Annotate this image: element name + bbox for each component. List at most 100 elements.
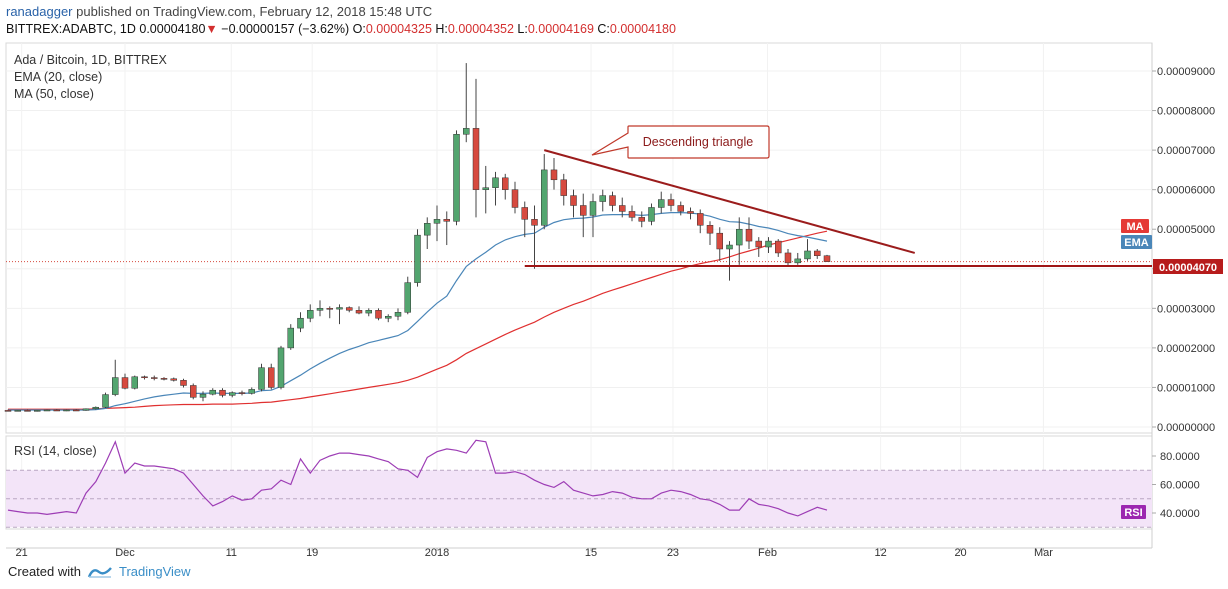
candle — [667, 193, 675, 212]
rsi-badge: RSI — [1124, 507, 1142, 519]
rsi-tick-label: 60.0000 — [1160, 480, 1200, 492]
candle — [82, 408, 90, 411]
price-tick-label: 0.00003000 — [1157, 303, 1215, 315]
price-chart[interactable]: 0.00009000 0.00008000 0.00007000 0.00006000… — [0, 0, 1228, 560]
candle — [511, 181, 519, 214]
time-tick-label: 15 — [585, 547, 597, 559]
annotation-callout — [591, 125, 770, 159]
candle — [765, 237, 772, 253]
high-value: 0.00004352 — [447, 22, 514, 36]
candle — [404, 276, 411, 315]
candle — [248, 387, 255, 395]
time-tick-label: 23 — [667, 547, 679, 559]
candle — [706, 221, 714, 246]
last-price: 0.00004180 — [139, 22, 206, 36]
candle — [326, 306, 333, 319]
candle — [443, 211, 450, 246]
time-tick-label: 12 — [875, 547, 887, 559]
candle — [277, 345, 285, 390]
candle — [492, 171, 499, 206]
tradingview-logo-icon — [87, 566, 112, 578]
candle — [804, 239, 811, 261]
candle — [814, 249, 821, 259]
candle — [316, 300, 324, 317]
candle — [34, 409, 41, 412]
candle — [482, 165, 489, 214]
candle — [775, 239, 782, 257]
low-value: 0.00004169 — [527, 22, 594, 36]
candle — [541, 154, 548, 230]
candle — [619, 197, 626, 218]
candle — [658, 191, 665, 214]
price-pane — [5, 42, 1153, 434]
down-arrow-icon: ▼ — [205, 22, 218, 36]
ema-badge-bg — [1121, 235, 1152, 249]
candle — [141, 375, 148, 380]
candle — [677, 201, 684, 216]
candle — [463, 63, 470, 143]
ma-legend: MA (50, close) — [14, 87, 94, 101]
open-value: 0.00004325 — [365, 22, 432, 36]
candle — [92, 406, 99, 410]
candle — [716, 227, 723, 261]
rsi-badge-bg — [1121, 505, 1146, 519]
time-tick-label: Dec — [115, 547, 135, 559]
candle — [219, 388, 226, 398]
symbol-line: BITTREX:ADABTC, 1D 0.00004180▼ −0.000001… — [6, 22, 676, 36]
candle — [63, 409, 70, 412]
candle — [648, 203, 655, 226]
price-tick-label: 0.00006000 — [1157, 185, 1215, 197]
rsi-line — [7, 439, 828, 517]
candle — [502, 173, 509, 200]
price-tick-label: 0.00001000 — [1157, 382, 1215, 394]
candle — [199, 391, 207, 402]
descending-trendline — [543, 149, 916, 254]
rsi-tick-label: 40.0000 — [1160, 508, 1200, 520]
candle — [238, 390, 246, 396]
rsi-legend: RSI (14, close) — [14, 444, 97, 458]
candle — [570, 189, 577, 218]
candle — [726, 241, 733, 281]
candle — [375, 308, 382, 321]
candle — [131, 375, 138, 390]
author-link[interactable]: ranadagger — [6, 4, 73, 19]
candle — [297, 312, 304, 333]
candle — [209, 388, 216, 396]
candle — [589, 193, 597, 238]
price-tick-label: 0.00007000 — [1157, 145, 1215, 157]
candle — [346, 306, 353, 313]
publish-header: ranadagger published on TradingView.com,… — [6, 4, 432, 19]
candle — [190, 383, 197, 400]
time-tick-label: 19 — [306, 547, 318, 559]
candle — [472, 78, 480, 218]
candle — [599, 189, 606, 212]
candle — [453, 130, 460, 226]
publish-info: published on TradingView.com, February 1… — [76, 4, 433, 19]
tradingview-link[interactable]: TradingView — [118, 564, 191, 579]
ema-badge: EMA — [1124, 237, 1149, 249]
candle — [24, 409, 31, 412]
candle — [414, 229, 421, 287]
candle — [4, 409, 12, 412]
candle — [755, 237, 762, 257]
candle — [102, 392, 109, 409]
candle — [745, 217, 753, 249]
candle — [73, 409, 80, 412]
candle — [560, 173, 567, 206]
candle — [336, 304, 343, 325]
ma-badge-bg — [1121, 219, 1149, 233]
candle — [151, 375, 158, 381]
time-tick-label: 20 — [954, 547, 966, 559]
candle — [628, 205, 636, 222]
price-badge: 0.00004070 — [1159, 262, 1217, 274]
candle — [697, 209, 704, 234]
candle — [550, 158, 558, 190]
open-label: O: — [352, 22, 366, 36]
candle — [424, 217, 431, 249]
time-tick-label: 21 — [16, 547, 28, 559]
price-tick-label: 0.00008000 — [1157, 106, 1215, 118]
candle — [268, 363, 275, 390]
candle — [307, 304, 314, 323]
rsi-tick-label: 80.0000 — [1160, 451, 1200, 463]
price-tick-label: 0.00009000 — [1157, 66, 1215, 78]
